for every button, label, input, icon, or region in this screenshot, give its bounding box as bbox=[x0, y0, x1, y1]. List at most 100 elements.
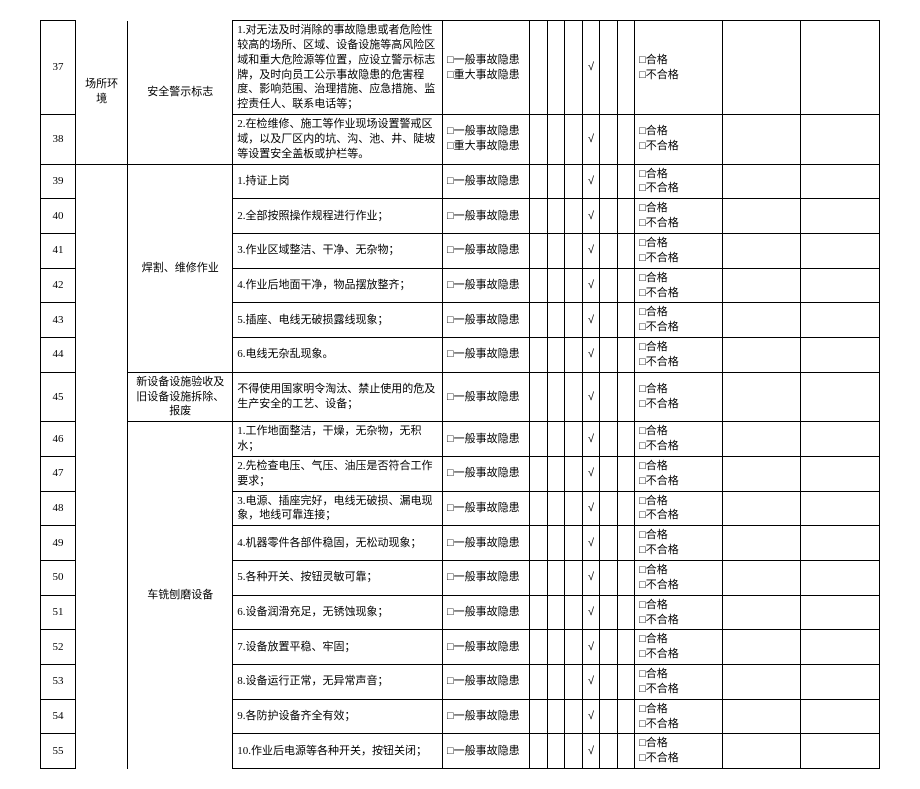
hazard-cell: □一般事故隐患 bbox=[443, 630, 530, 665]
narrow-col bbox=[600, 456, 617, 491]
description-cell: 8.设备运行正常，无异常声音； bbox=[233, 665, 443, 700]
hazard-cell: □一般事故隐患 bbox=[443, 338, 530, 373]
row-number: 44 bbox=[41, 338, 76, 373]
description-cell: 10.作业后电源等各种开关，按钮关闭； bbox=[233, 734, 443, 769]
narrow-col bbox=[617, 630, 634, 665]
narrow-col bbox=[547, 164, 564, 199]
hazard-cell: □一般事故隐患 bbox=[443, 422, 530, 457]
hazard-cell: □一般事故隐患 bbox=[443, 699, 530, 734]
narrow-col bbox=[530, 665, 547, 700]
trailing-col bbox=[722, 303, 801, 338]
result-cell: □合格□不合格 bbox=[635, 115, 722, 165]
narrow-col bbox=[547, 422, 564, 457]
narrow-col bbox=[565, 21, 582, 115]
narrow-col bbox=[530, 526, 547, 561]
narrow-col bbox=[617, 456, 634, 491]
narrow-col bbox=[617, 199, 634, 234]
result-cell: □合格□不合格 bbox=[635, 233, 722, 268]
narrow-col bbox=[617, 338, 634, 373]
narrow-col bbox=[600, 115, 617, 165]
narrow-col bbox=[600, 422, 617, 457]
hazard-cell: □一般事故隐患 bbox=[443, 734, 530, 769]
hazard-cell: □一般事故隐患 bbox=[443, 491, 530, 526]
description-cell: 不得使用国家明令淘汰、禁止使用的危及生产安全的工艺、设备； bbox=[233, 372, 443, 422]
checkmark-cell: √ bbox=[582, 561, 599, 596]
trailing-col bbox=[801, 303, 880, 338]
result-cell: □合格□不合格 bbox=[635, 595, 722, 630]
narrow-col bbox=[600, 491, 617, 526]
trailing-col bbox=[801, 561, 880, 596]
checkmark-cell: √ bbox=[582, 164, 599, 199]
row-number: 42 bbox=[41, 268, 76, 303]
description-cell: 2.全部按照操作规程进行作业； bbox=[233, 199, 443, 234]
narrow-col bbox=[547, 115, 564, 165]
trailing-col bbox=[801, 699, 880, 734]
narrow-col bbox=[547, 372, 564, 422]
narrow-col bbox=[617, 526, 634, 561]
checkmark-cell: √ bbox=[582, 303, 599, 338]
description-cell: 9.各防护设备齐全有效； bbox=[233, 699, 443, 734]
trailing-col bbox=[722, 491, 801, 526]
narrow-col bbox=[547, 526, 564, 561]
trailing-col bbox=[801, 665, 880, 700]
result-cell: □合格□不合格 bbox=[635, 199, 722, 234]
description-cell: 3.作业区域整洁、干净、无杂物； bbox=[233, 233, 443, 268]
result-cell: □合格□不合格 bbox=[635, 734, 722, 769]
subcat-lathe: 车铣刨磨设备 bbox=[128, 422, 233, 769]
narrow-col bbox=[600, 233, 617, 268]
narrow-col bbox=[600, 734, 617, 769]
result-cell: □合格□不合格 bbox=[635, 665, 722, 700]
table-row: 45 新设备设施验收及旧设备设施拆除、报废不得使用国家明令淘汰、禁止使用的危及生产… bbox=[41, 372, 880, 422]
trailing-col bbox=[722, 561, 801, 596]
narrow-col bbox=[617, 303, 634, 338]
narrow-col bbox=[600, 665, 617, 700]
result-cell: □合格□不合格 bbox=[635, 456, 722, 491]
row-number: 45 bbox=[41, 372, 76, 422]
narrow-col bbox=[547, 665, 564, 700]
narrow-col bbox=[530, 338, 547, 373]
description-cell: 2.先检查电压、气压、油压是否符合工作要求； bbox=[233, 456, 443, 491]
narrow-col bbox=[600, 561, 617, 596]
narrow-col bbox=[565, 665, 582, 700]
narrow-col bbox=[600, 21, 617, 115]
checkmark-cell: √ bbox=[582, 233, 599, 268]
description-cell: 3.电源、插座完好，电线无破损、漏电现象，地线可靠连接； bbox=[233, 491, 443, 526]
checkmark-cell: √ bbox=[582, 491, 599, 526]
narrow-col bbox=[617, 422, 634, 457]
narrow-col bbox=[530, 199, 547, 234]
narrow-col bbox=[617, 734, 634, 769]
trailing-col bbox=[722, 699, 801, 734]
narrow-col bbox=[600, 595, 617, 630]
narrow-col bbox=[565, 338, 582, 373]
row-number: 55 bbox=[41, 734, 76, 769]
narrow-col bbox=[600, 699, 617, 734]
row-number: 43 bbox=[41, 303, 76, 338]
narrow-col bbox=[547, 561, 564, 596]
subcat-new-equip: 新设备设施验收及旧设备设施拆除、报废 bbox=[128, 372, 233, 422]
trailing-col bbox=[801, 422, 880, 457]
narrow-col bbox=[530, 734, 547, 769]
description-cell: 1.对无法及时消除的事故隐患或者危险性较高的场所、区域、设备设施等高风险区域和重… bbox=[233, 21, 443, 115]
narrow-col bbox=[600, 303, 617, 338]
trailing-col bbox=[801, 21, 880, 115]
narrow-col bbox=[547, 199, 564, 234]
result-cell: □合格□不合格 bbox=[635, 561, 722, 596]
narrow-col bbox=[565, 734, 582, 769]
narrow-col bbox=[530, 303, 547, 338]
result-cell: □合格□不合格 bbox=[635, 372, 722, 422]
narrow-col bbox=[547, 303, 564, 338]
narrow-col bbox=[530, 561, 547, 596]
narrow-col bbox=[547, 595, 564, 630]
trailing-col bbox=[801, 491, 880, 526]
narrow-col bbox=[547, 699, 564, 734]
row-number: 53 bbox=[41, 665, 76, 700]
narrow-col bbox=[565, 561, 582, 596]
table-row: 46车铣刨磨设备1.工作地面整洁，干燥，无杂物，无积水；□一般事故隐患√□合格□… bbox=[41, 422, 880, 457]
narrow-col bbox=[530, 164, 547, 199]
trailing-col bbox=[801, 233, 880, 268]
category-blank bbox=[75, 164, 127, 769]
trailing-col bbox=[722, 21, 801, 115]
trailing-col bbox=[801, 164, 880, 199]
result-cell: □合格□不合格 bbox=[635, 630, 722, 665]
narrow-col bbox=[530, 372, 547, 422]
